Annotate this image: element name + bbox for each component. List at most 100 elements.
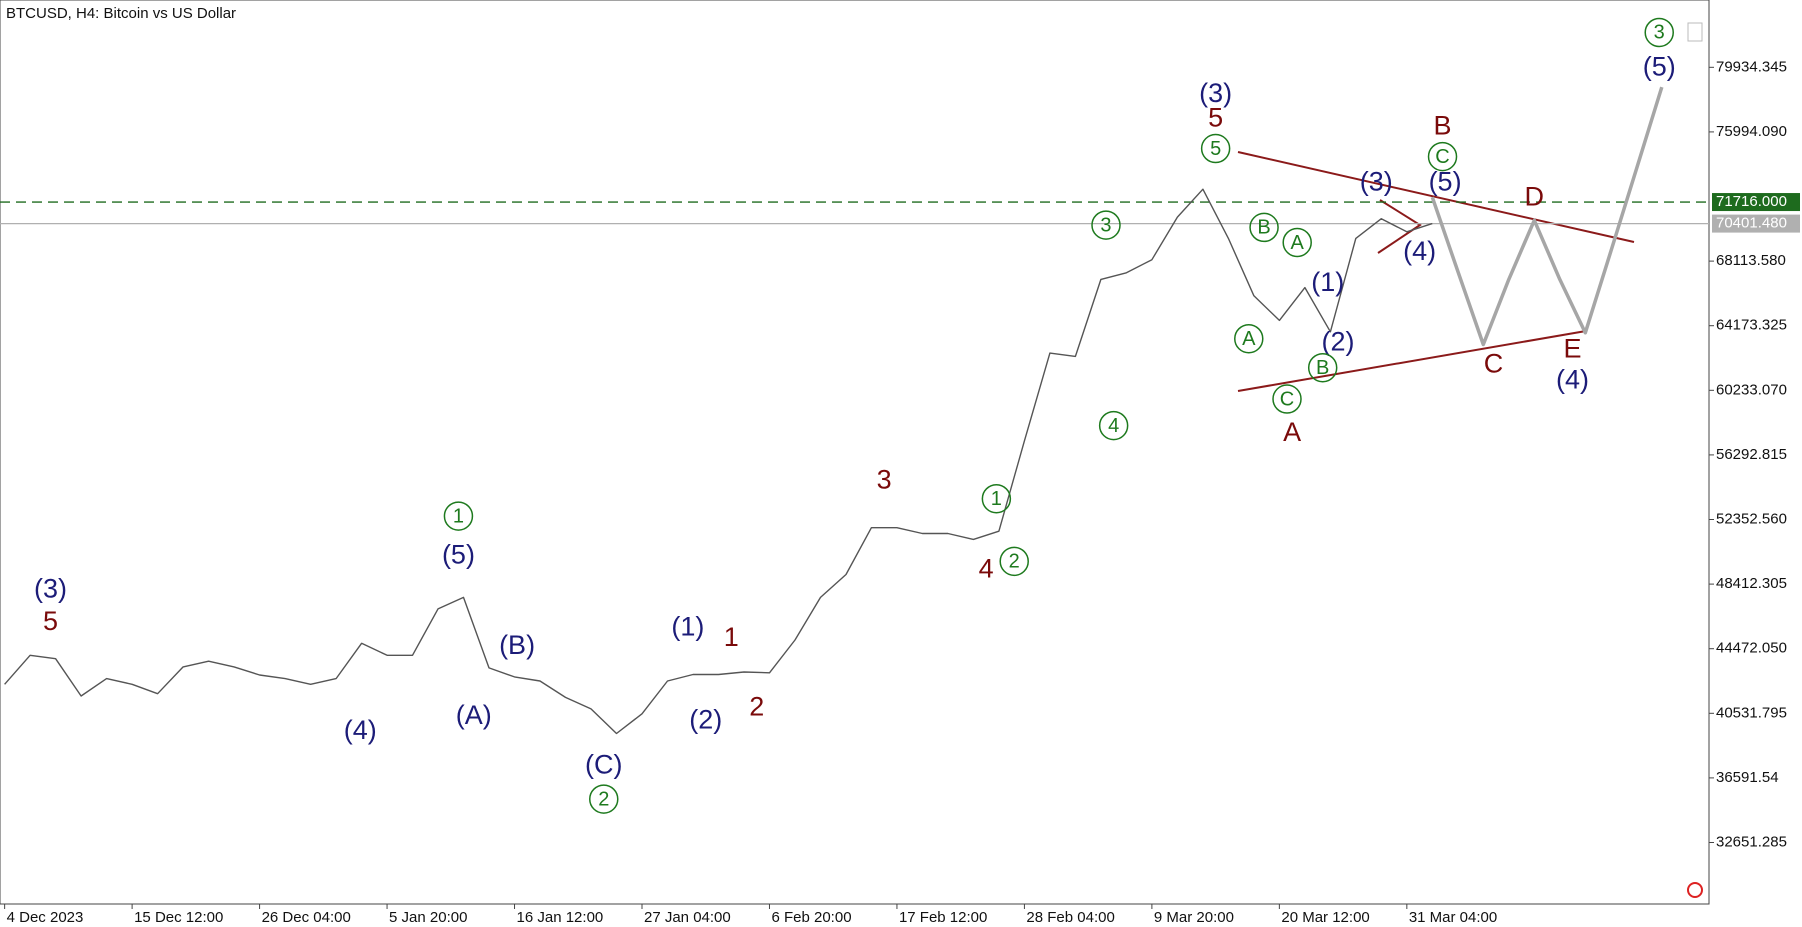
triangle [1377,199,1422,254]
wave-label-text: (4) [1556,365,1589,395]
wave-circle [1282,227,1312,258]
wave-label: (5) [1643,52,1676,82]
y-tick-label: 56292.815 [1716,446,1787,463]
price-level-box [1712,214,1800,233]
wave-label-text: 5 [1210,138,1221,160]
wave-label: 3 [877,464,892,494]
wave-label-text: C [1280,388,1294,410]
wave-label: (A) [456,700,492,730]
wave-label: (5) [442,540,475,570]
wave-label-text: 5 [43,606,58,636]
x-tick-label: 5 Jan 20:00 [389,909,467,926]
x-tick-label: 27 Jan 04:00 [644,909,731,926]
wave-label: 1 [981,483,1012,514]
y-tick-label: 52352.560 [1716,510,1787,527]
wave-label: A [1283,417,1301,447]
wave-label-text: (5) [442,540,475,570]
wave-label-text: 1 [724,622,739,652]
wave-label-text: 5 [1208,102,1223,132]
wave-label: 1 [443,501,474,531]
wave-label: 4 [979,554,994,584]
alert-icon [1687,882,1703,898]
plot-frame [0,0,1710,905]
wave-label: (1) [671,612,704,642]
wave-label: C [1427,141,1458,172]
wave-label: D [1525,181,1545,211]
wave-circle [1234,323,1264,354]
wave-label: (2) [689,704,722,734]
wave-circle [981,483,1012,514]
channel-lower [1237,330,1587,392]
wave-label: A [1282,227,1312,258]
wave-circle [589,784,619,814]
x-tick-label: 17 Feb 12:00 [899,909,987,926]
wave-label: (1) [1311,267,1344,297]
wave-label-text: A [1242,328,1256,350]
x-tick-label: 26 Dec 04:00 [262,909,351,926]
wave-label: 5 [1200,133,1231,164]
wave-label: A [1234,323,1264,354]
wave-label-text: (1) [671,612,704,642]
wave-label: B [1249,212,1279,243]
wave-label: C [1272,384,1302,414]
wave-circle [1249,212,1279,243]
wave-circle [1091,210,1121,240]
wave-label-text: B [1257,217,1270,239]
channel-upper [1237,151,1635,243]
wave-label-text: 3 [1654,22,1665,44]
wave-label: C [1484,348,1504,378]
wave-label: 4 [1098,410,1129,441]
wave-label: (3) [1199,78,1232,108]
wave-label-text: (3) [34,573,67,603]
wave-label-text: B [1434,111,1452,141]
x-tick-label: 4 Dec 2023 [7,909,84,926]
wave-label: (4) [1403,236,1436,266]
template-icon [1687,22,1703,42]
wave-label: (4) [1556,365,1589,395]
wave-label: (5) [1429,166,1462,196]
wave-label-text: (4) [1403,236,1436,266]
wave-label-text: A [1291,232,1305,254]
y-tick-label: 44472.050 [1716,640,1787,657]
x-tick-label: 9 Mar 20:00 [1154,909,1234,926]
wave-label-text: 2 [598,788,609,810]
y-tick-label: 75994.090 [1716,123,1787,140]
wave-label: 3 [1644,17,1674,48]
y-tick-label: 68113.580 [1716,252,1786,269]
wave-label: B [1307,352,1338,383]
wave-label-text: (B) [499,630,535,660]
wave-label-text: C [1484,348,1504,378]
wave-circle [1200,133,1231,164]
y-tick-label: 40531.795 [1716,704,1787,721]
y-tick-label: 48412.305 [1716,575,1787,592]
x-tick-label: 31 Mar 04:00 [1409,909,1497,926]
wave-label: (3) [34,573,67,603]
wave-circle [999,546,1029,577]
price-level-box [1712,193,1800,212]
wave-label: 3 [1091,210,1121,240]
wave-label-text: (2) [1321,326,1354,356]
wave-label: (C) [585,750,622,780]
wave-label-text: 3 [1100,214,1111,236]
wave-label: 1 [724,622,739,652]
wave-label-text: 1 [453,505,464,527]
wave-label: 2 [999,546,1029,577]
wave-label-text: 4 [1108,415,1119,437]
y-tick-label: 32651.285 [1716,833,1787,850]
wave-label-text: (4) [344,715,377,745]
chart-title: BTCUSD, H4: Bitcoin vs US Dollar [6,5,236,22]
wave-circle [1307,352,1338,383]
y-tick-label: 36591.54 [1716,769,1779,786]
wave-label-text: 4 [979,554,994,584]
wave-label: (B) [499,630,535,660]
x-tick-label: 16 Jan 12:00 [517,909,604,926]
price-line [4,188,1433,735]
wave-circle [1644,17,1674,48]
wave-label-text: (C) [585,750,622,780]
wave-circle [1272,384,1302,414]
wave-label: 5 [1208,102,1223,132]
wave-label: 2 [589,784,619,814]
x-tick-label: 20 Mar 12:00 [1281,909,1369,926]
wave-label-text: E [1564,333,1582,363]
price-level-label: 70401.480 [1716,215,1787,232]
